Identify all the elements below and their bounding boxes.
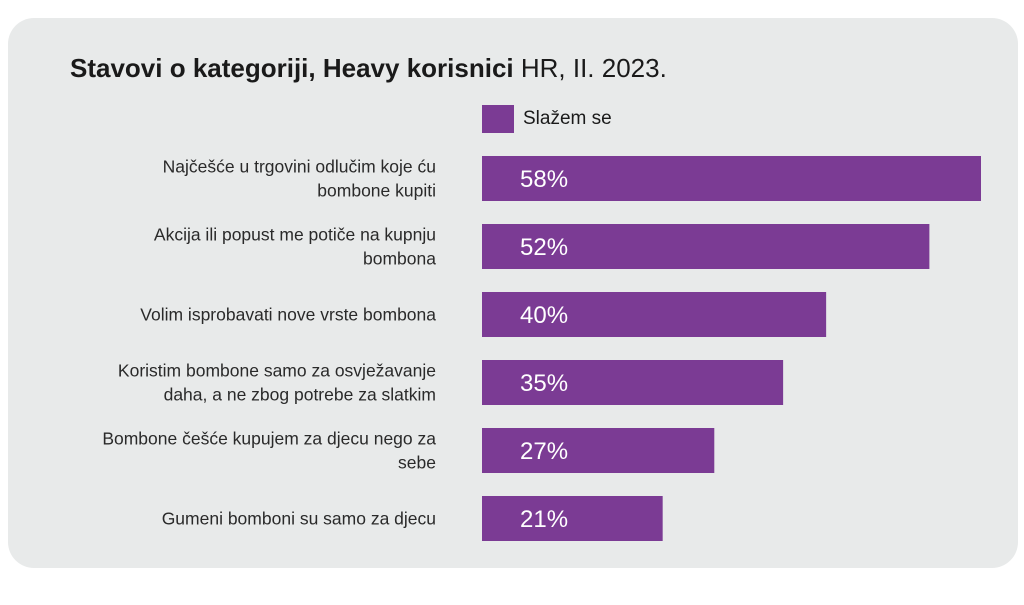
category-label: bombone kupiti bbox=[317, 181, 436, 201]
legend-label: Slažem se bbox=[523, 108, 612, 129]
category-label: Volim isprobavati nove vrste bombona bbox=[140, 305, 436, 325]
bar-1 bbox=[482, 156, 981, 201]
category-label: Gumeni bomboni su samo za djecu bbox=[162, 509, 436, 529]
chart-title: Stavovi o kategoriji, Heavy korisnici HR… bbox=[70, 50, 667, 86]
bar-value-label: 21% bbox=[520, 506, 568, 533]
bar-value-label: 58% bbox=[520, 166, 568, 193]
bar-3 bbox=[482, 292, 827, 337]
category-label: bombona bbox=[363, 249, 436, 269]
legend: Slažem se bbox=[482, 105, 612, 133]
chart-title-main: Stavovi o kategoriji, Heavy korisnici bbox=[70, 53, 514, 83]
category-label: daha, a ne zbog potrebe za slatkim bbox=[164, 385, 436, 405]
bar-value-label: 40% bbox=[520, 302, 568, 329]
category-label: Koristim bombone samo za osvježavanje bbox=[118, 361, 436, 381]
category-label: Najčešće u trgovini odlučim koje ću bbox=[163, 157, 436, 177]
category-label: Akcija ili popust me potiče na kupnju bbox=[154, 225, 436, 245]
category-label: Bombone češće kupujem za djecu nego za bbox=[102, 429, 436, 449]
bar-value-label: 35% bbox=[520, 370, 568, 397]
bar-4 bbox=[482, 360, 784, 405]
category-label: sebe bbox=[398, 453, 436, 473]
bar-2 bbox=[482, 224, 930, 269]
bar-value-label: 52% bbox=[520, 234, 568, 261]
legend-swatch bbox=[482, 105, 514, 133]
chart-title-period: HR, II. 2023. bbox=[520, 53, 667, 83]
bar-value-label: 27% bbox=[520, 438, 568, 465]
bar-5 bbox=[482, 428, 715, 473]
bar-6 bbox=[482, 496, 663, 541]
